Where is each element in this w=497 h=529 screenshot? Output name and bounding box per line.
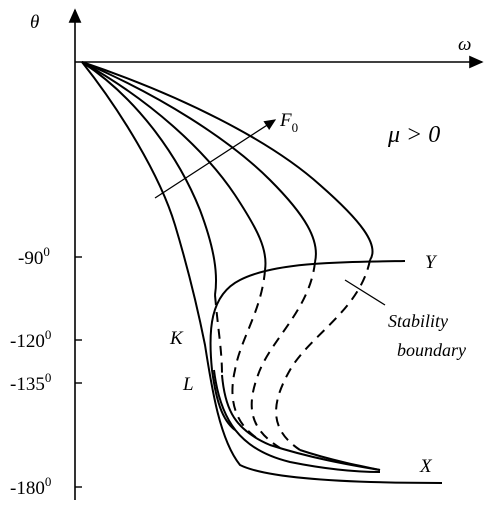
curve-x-label: X [419, 456, 433, 477]
tick-label: -1800 [10, 474, 51, 499]
point-l-label: L [182, 374, 194, 395]
tick-label: -1200 [10, 327, 51, 352]
curves [81, 61, 443, 484]
x-axis-label: ω [458, 34, 471, 55]
point-k-label: K [169, 328, 184, 349]
stability-label: Stability [388, 311, 448, 331]
curve-y-label: Y [425, 252, 438, 273]
y-axis-label: θ [30, 12, 39, 33]
force-label: F0 [279, 110, 298, 135]
stability-label: boundary [397, 340, 466, 360]
tick-label: -900 [18, 244, 50, 269]
ticks: -900 -1200 -1350 -1800 [10, 244, 82, 499]
tick-label: -1350 [10, 370, 51, 395]
condition-label: μ > 0 [387, 122, 440, 148]
